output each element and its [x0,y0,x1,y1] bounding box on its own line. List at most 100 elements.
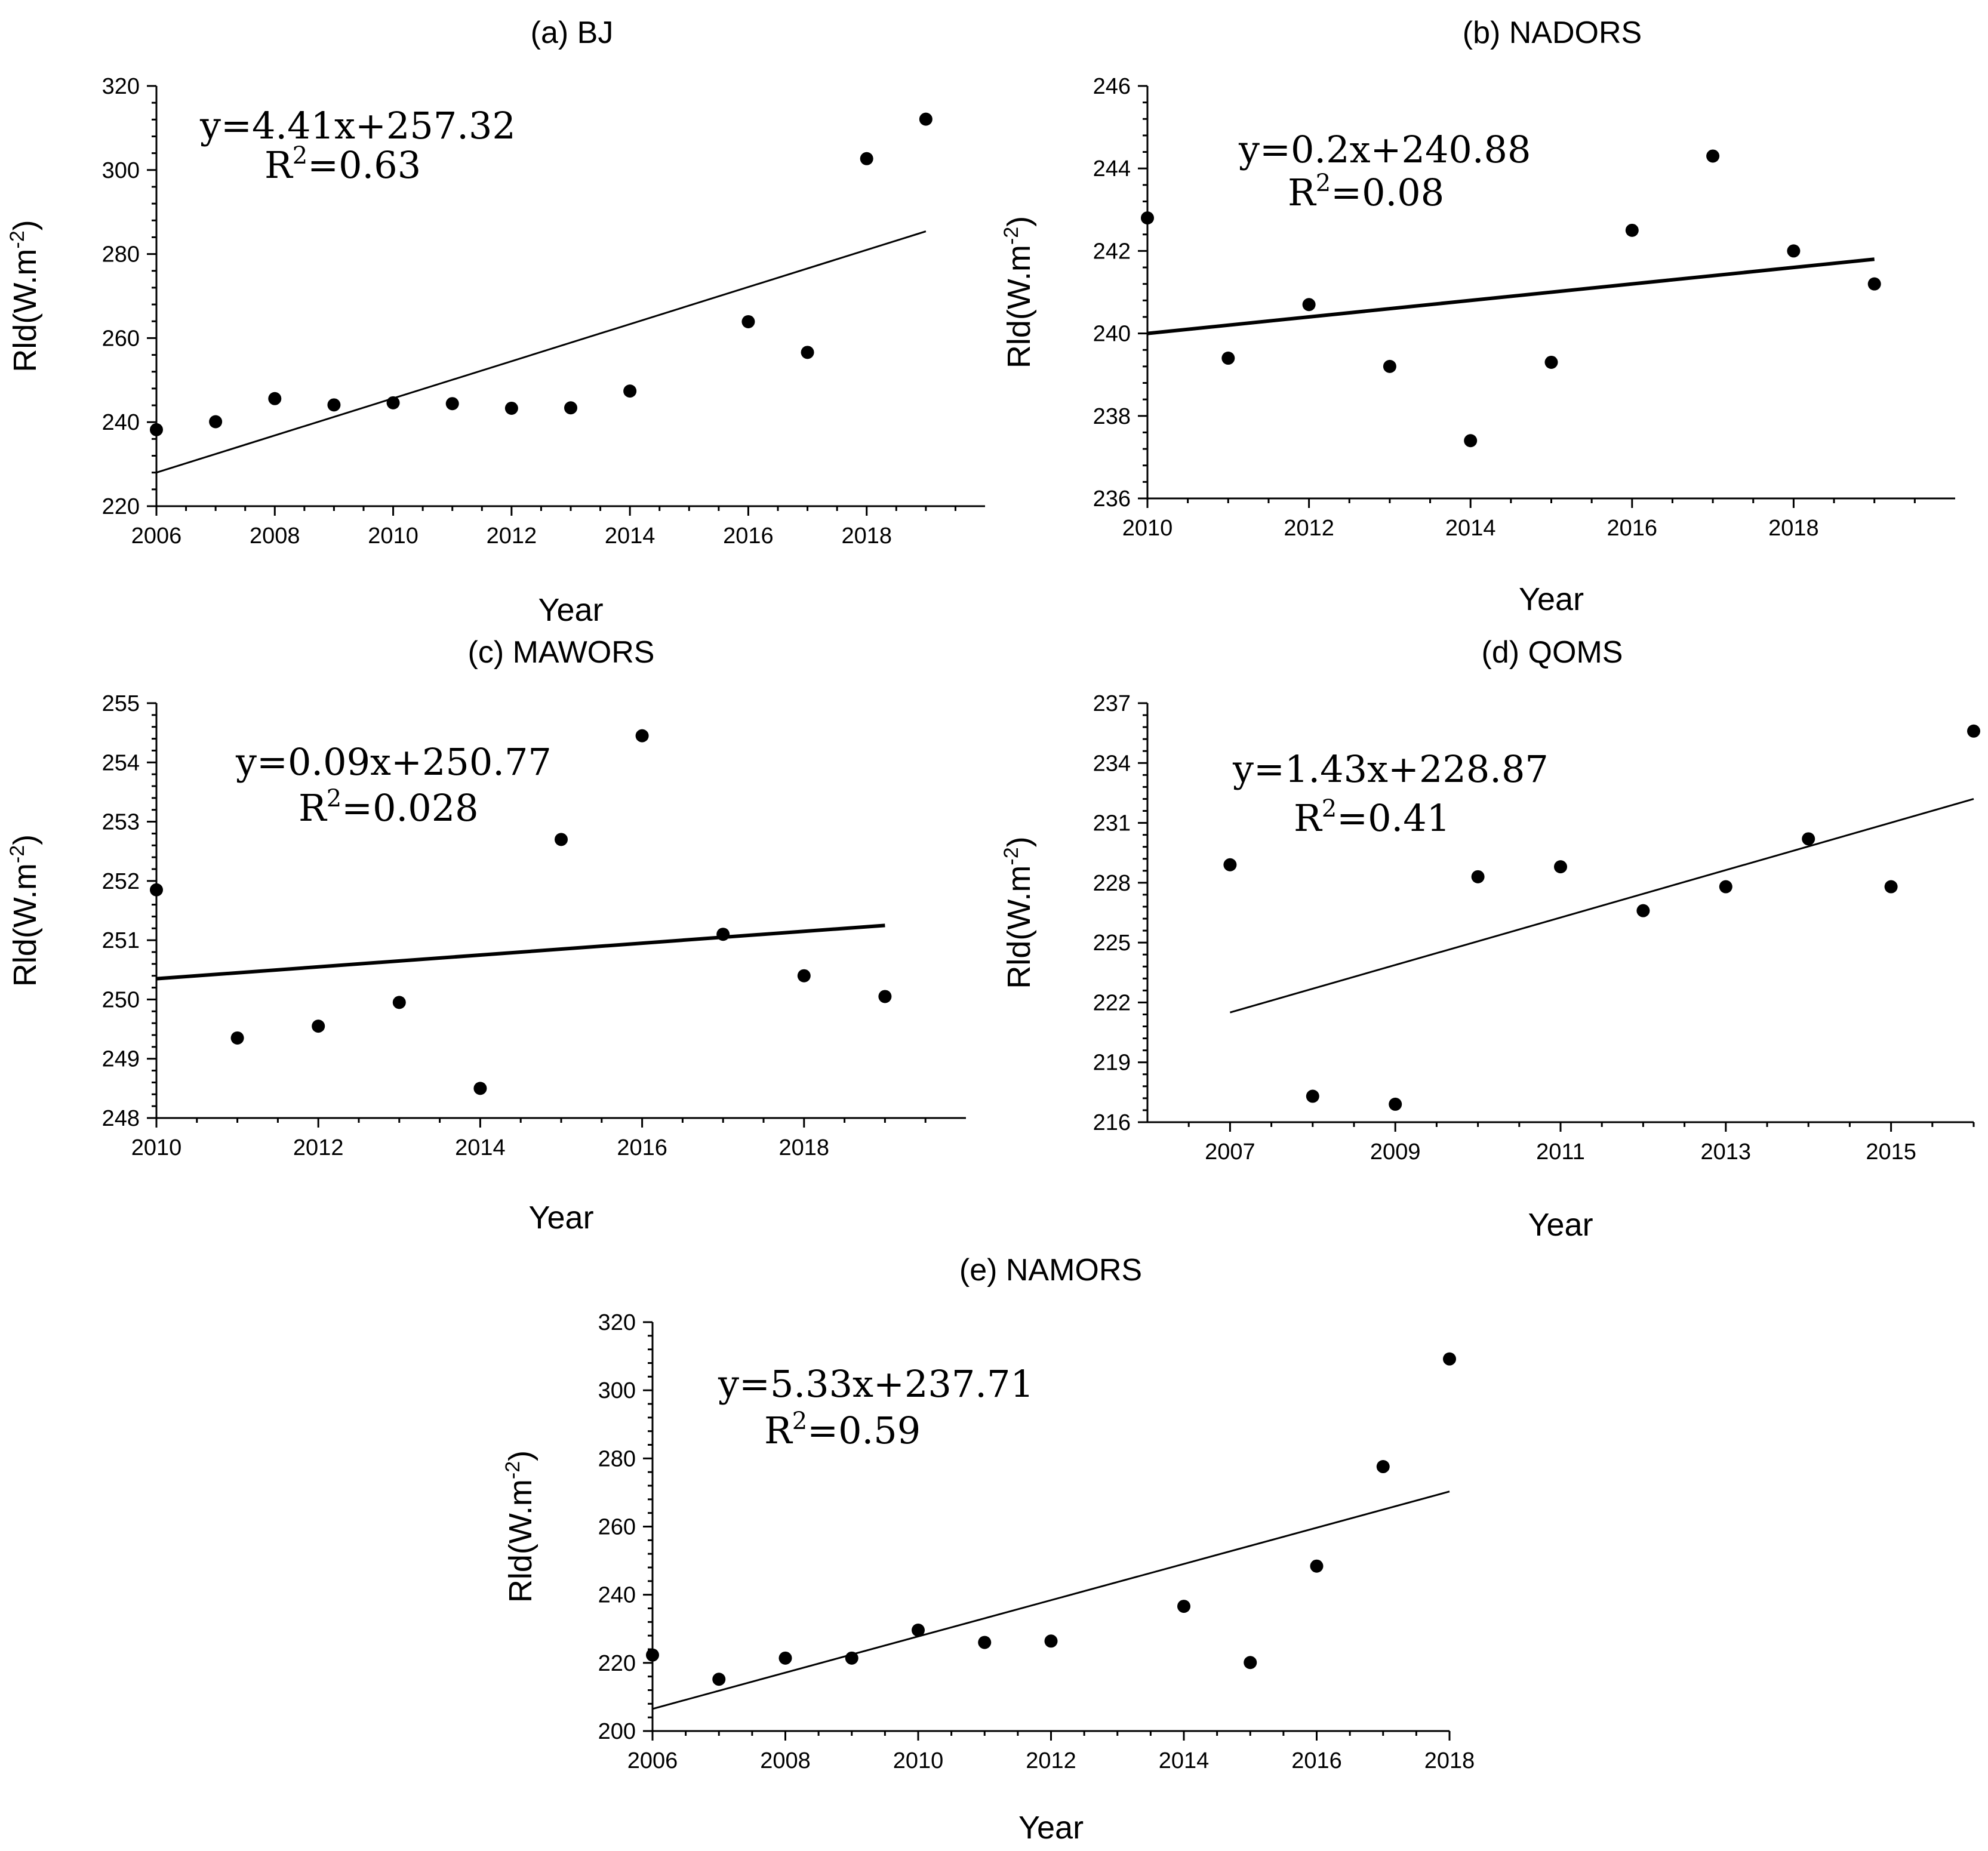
chart-title: (b) NADORS [1463,16,1642,50]
data-point [1376,1460,1390,1474]
regression-line [1229,798,1974,1014]
y-axis-label: Rld(W.m-2) [6,834,43,987]
y-tick-label: 219 [1093,1051,1131,1076]
data-point [716,928,730,941]
x-tick-label: 2018 [779,1135,830,1160]
data-point [1636,904,1650,917]
y-tick-label: 254 [102,750,140,775]
data-point [1787,244,1801,258]
x-tick-label: 2013 [1701,1139,1752,1165]
chart-panel-5: (e) NAMORS 200 220 240 260 280 300 320 2006 2008 2… [501,1253,1475,1846]
data-point [635,729,649,743]
y-axis-label: Rld(W.m-2) [1000,836,1037,988]
data-point [712,1673,726,1686]
data-point [1471,870,1485,883]
y-tick-label: 225 [1093,931,1131,956]
regression-equation: y=1.43x+228.87 [1232,747,1549,791]
y-tick-label: 236 [1093,486,1131,512]
x-axis-label: Year [1519,581,1584,617]
x-axis-label: Year [528,1200,593,1236]
chart-panel-4: (d) QOMS 216 219 222 225 228 231 234 237 2007 2009… [1000,635,1980,1243]
x-tick-label: 2012 [487,523,537,549]
y-tick-label: 280 [598,1446,636,1471]
data-point [1443,1352,1456,1366]
r-squared-label: R2=0.59 [764,1408,921,1452]
y-tick-label: 249 [102,1047,140,1072]
x-tick-label: 2015 [1866,1139,1916,1165]
y-tick-label: 240 [598,1583,636,1608]
y-tick-label: 244 [1093,156,1131,181]
y-tick-label: 222 [1093,990,1131,1015]
data-point [741,315,755,328]
data-point [797,969,811,983]
x-tick-label: 2012 [1026,1748,1076,1773]
x-tick-label: 2016 [617,1135,667,1160]
y-axis-label: Rld(W.m-2) [1000,216,1037,368]
data-point [1044,1634,1058,1648]
x-axis-label: Year [1018,1810,1084,1846]
data-point [646,1648,659,1662]
data-point [209,415,223,429]
x-tick-label: 2016 [1607,516,1658,541]
data-point [392,996,406,1009]
y-tick-label: 220 [102,494,140,519]
y-tick-label: 238 [1093,404,1131,429]
regression-equation: y=0.2x+240.88 [1238,128,1531,171]
x-tick-label: 2012 [1284,516,1334,541]
x-tick-label: 2011 [1536,1139,1585,1165]
y-tick-label: 250 [102,987,140,1012]
y-tick-label: 300 [598,1378,636,1403]
y-tick-label: 200 [598,1719,636,1744]
y-tick-label: 252 [102,869,140,894]
chart-title: (c) MAWORS [468,635,655,670]
x-tick-label: 2014 [605,523,656,549]
data-point [1867,277,1881,291]
y-tick-label: 248 [102,1106,140,1131]
x-tick-label: 2010 [131,1135,182,1160]
y-axis-label: Rld(W.m-2) [501,1450,538,1603]
r-squared-label: R2=0.08 [1288,170,1444,214]
data-point [1306,1089,1319,1103]
x-tick-label: 2008 [760,1748,811,1773]
data-point [919,112,933,126]
y-tick-label: 320 [598,1310,636,1335]
chart-panel-3: (c) MAWORS 248 249 250 251 252 253 254 255 2010 20… [6,635,966,1236]
x-tick-label: 2007 [1205,1139,1255,1165]
y-tick-label: 260 [598,1515,636,1540]
regression-equation: y=0.09x+250.77 [235,740,552,784]
x-tick-label: 2014 [1445,516,1496,541]
r-squared-label: R2=0.41 [1294,795,1450,840]
data-point [1464,434,1478,448]
data-point [386,396,400,409]
data-point [564,401,577,415]
data-point [1544,355,1558,369]
data-point [1967,724,1980,738]
data-point [327,398,341,412]
chart-panel-2: (b) NADORS 236 238 240 242 244 246 2010 2012 2014… [1000,16,1955,617]
data-point [860,152,873,165]
y-axis-label: Rld(W.m-2) [6,220,43,372]
y-tick-label: 220 [598,1651,636,1676]
x-tick-label: 2018 [1424,1748,1475,1773]
data-point [878,990,892,1003]
x-tick-label: 2016 [723,523,774,549]
data-point [978,1636,992,1649]
data-point [1884,880,1898,894]
x-tick-label: 2012 [293,1135,344,1160]
regression-line [156,923,885,981]
data-point [1223,858,1237,871]
r-squared-label: R2=0.028 [298,785,479,830]
y-tick-label: 234 [1093,751,1131,776]
regression-line [1147,257,1875,335]
data-point [268,392,282,405]
chart-title: (a) BJ [531,16,614,50]
y-tick-label: 228 [1093,871,1131,896]
data-point [778,1651,792,1665]
x-tick-label: 2010 [1122,516,1173,541]
data-point [1719,880,1732,894]
x-tick-label: 2016 [1291,1748,1342,1773]
y-tick-label: 242 [1093,239,1131,264]
x-tick-label: 2014 [1159,1748,1210,1773]
data-point [473,1082,487,1095]
